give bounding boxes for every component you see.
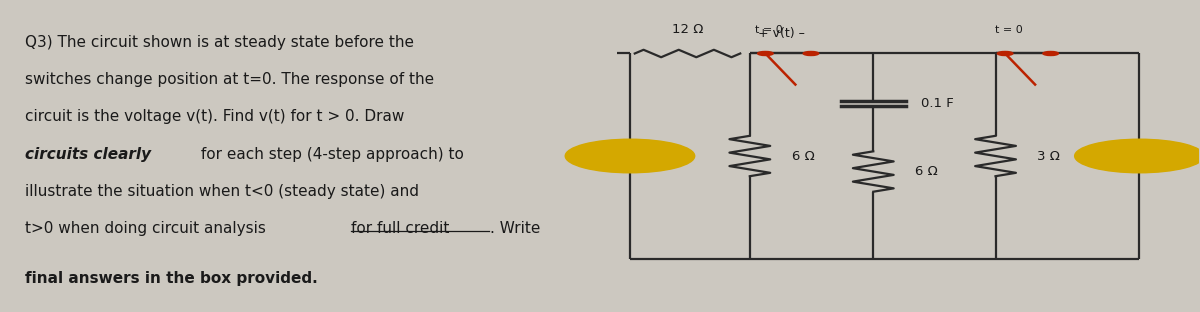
Text: for each step (4-step approach) to: for each step (4-step approach) to (196, 147, 464, 162)
Text: 4 A: 4 A (1158, 149, 1181, 163)
Text: circuit is the voltage v(t). Find v(t) for t > 0. Draw: circuit is the voltage v(t). Find v(t) f… (25, 110, 404, 124)
Circle shape (1043, 51, 1058, 56)
Text: 0.1 F: 0.1 F (922, 97, 954, 110)
Text: Q3) The circuit shown is at steady state before the: Q3) The circuit shown is at steady state… (25, 35, 414, 50)
Circle shape (1075, 139, 1200, 173)
Text: 12 Ω: 12 Ω (672, 23, 703, 37)
Text: for full credit: for full credit (350, 221, 449, 236)
Text: circuits clearly: circuits clearly (25, 147, 151, 162)
Text: . Write: . Write (490, 221, 540, 236)
Text: illustrate the situation when t<0 (steady state) and: illustrate the situation when t<0 (stead… (25, 184, 419, 199)
Text: + v(t) –: + v(t) – (757, 27, 804, 40)
Circle shape (803, 51, 818, 56)
Text: t = 0: t = 0 (755, 25, 782, 35)
Circle shape (757, 51, 773, 56)
Text: 6 Ω: 6 Ω (792, 149, 815, 163)
Text: switches change position at t=0. The response of the: switches change position at t=0. The res… (25, 72, 433, 87)
Text: t>0 when doing circuit analysis: t>0 when doing circuit analysis (25, 221, 270, 236)
Text: +: + (624, 143, 636, 158)
Text: 3 Ω: 3 Ω (1038, 149, 1061, 163)
Text: final answers in the box provided.: final answers in the box provided. (25, 271, 318, 286)
Text: –: – (625, 154, 635, 172)
Circle shape (997, 51, 1013, 56)
Text: 30 V: 30 V (583, 149, 613, 163)
Text: t = 0: t = 0 (995, 25, 1022, 35)
Text: 6 Ω: 6 Ω (916, 165, 938, 178)
Circle shape (565, 139, 695, 173)
